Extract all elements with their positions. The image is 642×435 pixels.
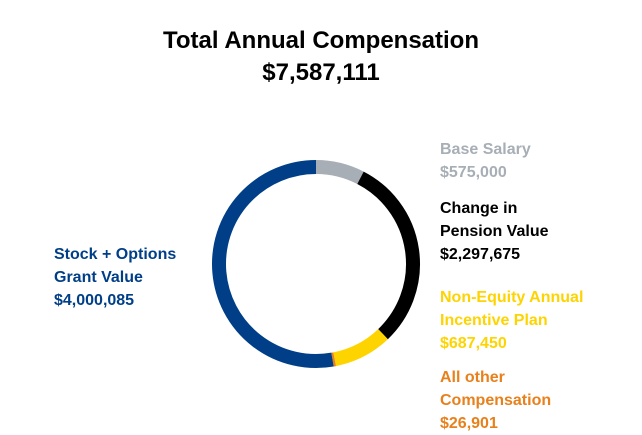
label-stock-options-value: $4,000,085	[54, 289, 176, 312]
donut-slice-2	[335, 334, 383, 359]
label-base-salary: Base Salary $575,000	[440, 138, 531, 184]
label-pension-name-1: Change in	[440, 197, 548, 220]
label-all-other-name-1: All other	[440, 366, 551, 389]
label-non-equity-name-2: Incentive Plan	[440, 309, 583, 332]
label-all-other-value: $26,901	[440, 412, 551, 435]
label-all-other-name-2: Compensation	[440, 389, 551, 412]
label-pension: Change in Pension Value $2,297,675	[440, 197, 548, 266]
label-non-equity-name-1: Non-Equity Annual	[440, 286, 583, 309]
label-non-equity-value: $687,450	[440, 332, 583, 355]
label-all-other: All other Compensation $26,901	[440, 366, 551, 435]
label-pension-value: $2,297,675	[440, 243, 548, 266]
label-stock-options-name-2: Grant Value	[54, 266, 176, 289]
donut-slice-4	[219, 167, 333, 361]
label-stock-options: Stock + Options Grant Value $4,000,085	[54, 243, 176, 312]
donut-slice-0	[316, 167, 360, 178]
label-base-salary-value: $575,000	[440, 161, 531, 184]
donut-slice-1	[360, 178, 413, 334]
label-pension-name-2: Pension Value	[440, 220, 548, 243]
label-base-salary-name: Base Salary	[440, 138, 531, 161]
label-non-equity: Non-Equity Annual Incentive Plan $687,45…	[440, 286, 583, 355]
label-stock-options-name-1: Stock + Options	[54, 243, 176, 266]
